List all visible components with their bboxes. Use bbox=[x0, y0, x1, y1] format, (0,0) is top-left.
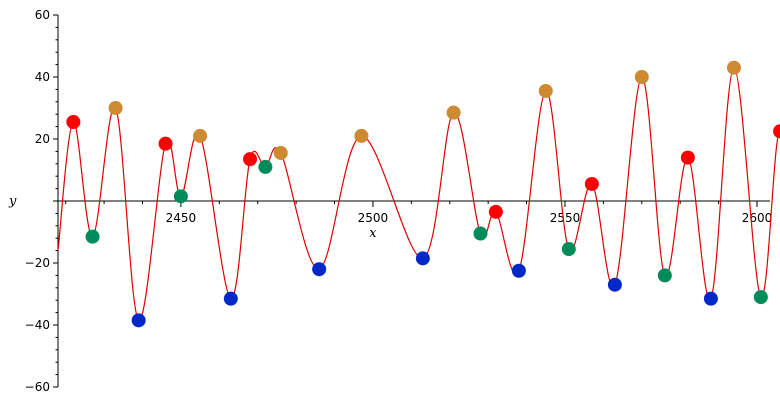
x-tick-label: 2550 bbox=[550, 211, 581, 225]
axes bbox=[57, 15, 770, 387]
data-point bbox=[561, 242, 576, 257]
data-point bbox=[173, 189, 188, 204]
y-tick-label: 20 bbox=[35, 132, 50, 146]
markers bbox=[66, 60, 780, 328]
data-point bbox=[223, 291, 238, 306]
y-tick-label: −60 bbox=[25, 380, 50, 394]
x-tick-label: 2450 bbox=[166, 211, 197, 225]
y-tick-label: 40 bbox=[35, 70, 50, 84]
data-point bbox=[607, 277, 622, 292]
x-axis-title: x bbox=[369, 226, 377, 241]
data-point bbox=[415, 251, 430, 266]
data-point bbox=[488, 204, 503, 219]
data-point bbox=[726, 60, 741, 75]
data-point bbox=[511, 263, 526, 278]
data-point bbox=[680, 150, 695, 165]
data-point bbox=[312, 262, 327, 277]
data-point bbox=[446, 105, 461, 120]
data-point bbox=[85, 229, 100, 244]
data-point bbox=[158, 136, 173, 151]
y-tick-label: −20 bbox=[25, 256, 50, 270]
data-point bbox=[584, 176, 599, 191]
data-point bbox=[66, 114, 81, 129]
data-point bbox=[773, 124, 780, 139]
data-point bbox=[753, 290, 768, 305]
data-point bbox=[258, 159, 273, 174]
data-point bbox=[473, 226, 488, 241]
data-point bbox=[703, 291, 718, 306]
data-point bbox=[131, 313, 146, 328]
data-point bbox=[108, 101, 123, 115]
x-tick-label: 2500 bbox=[358, 211, 389, 225]
data-point bbox=[354, 128, 369, 143]
data-point bbox=[193, 128, 208, 143]
data-point bbox=[243, 152, 258, 167]
x-tick-label: 2600 bbox=[742, 211, 773, 225]
y-tick-label: −40 bbox=[25, 318, 50, 332]
y-tick-label: 60 bbox=[35, 8, 50, 22]
data-point bbox=[657, 268, 672, 283]
series-curve bbox=[57, 67, 780, 322]
y-axis-title: y bbox=[8, 194, 17, 209]
ticks: −60 −40 −20 20 40 60 2450 2500 2550 2600 bbox=[25, 8, 773, 394]
data-point bbox=[538, 83, 553, 98]
data-point bbox=[634, 70, 649, 84]
data-point bbox=[273, 145, 288, 160]
